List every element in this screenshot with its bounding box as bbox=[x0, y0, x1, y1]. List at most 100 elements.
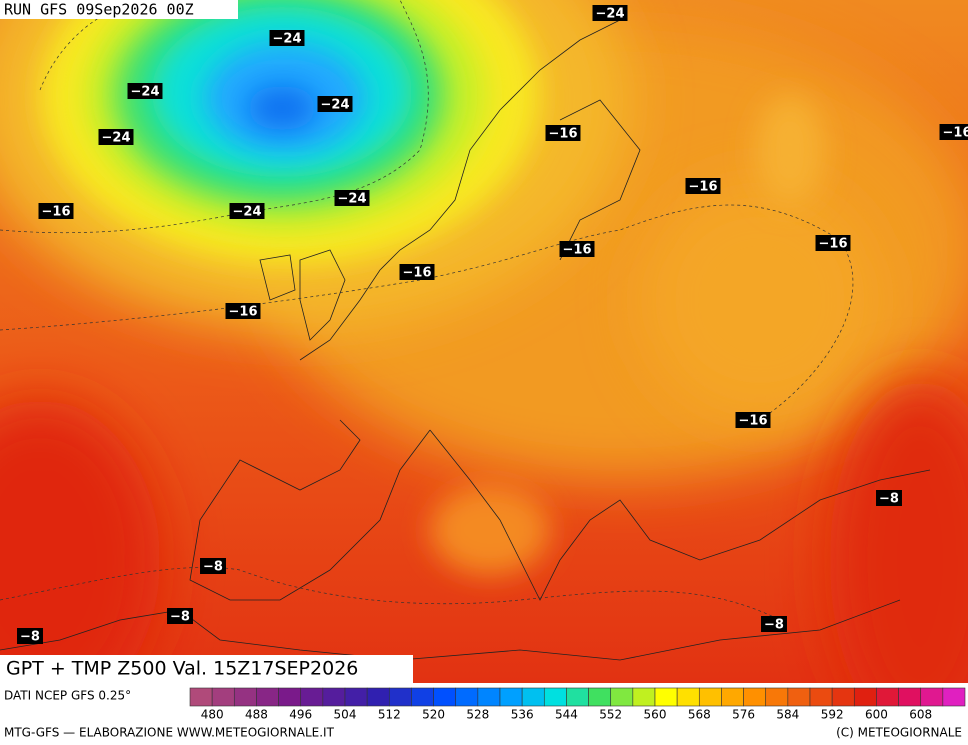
colorbar-cell bbox=[189, 687, 213, 707]
colorbar-cell bbox=[322, 687, 346, 707]
label-text: −24 bbox=[338, 192, 367, 207]
label-box bbox=[229, 203, 265, 219]
label-text: −24 bbox=[131, 85, 160, 100]
colorbar-cell bbox=[809, 687, 833, 707]
colorbar-cell bbox=[721, 687, 744, 707]
colorbar-label: 600 bbox=[865, 708, 888, 722]
label-text: −8 bbox=[170, 610, 190, 625]
label-text: −24 bbox=[233, 205, 262, 220]
colorbar-cell bbox=[588, 687, 612, 707]
run-box bbox=[0, 0, 238, 19]
label-box bbox=[545, 125, 581, 141]
isotherm-label: −8 bbox=[17, 628, 43, 645]
isotherm-label: −16 bbox=[939, 124, 968, 141]
label-box bbox=[939, 124, 968, 140]
colorbar-label: 536 bbox=[511, 708, 534, 722]
colorbar-cell bbox=[521, 687, 545, 707]
label-box bbox=[317, 96, 353, 112]
label-box bbox=[334, 190, 370, 206]
label-text: −8 bbox=[20, 630, 40, 645]
colorbar-cell bbox=[898, 687, 922, 707]
isotherm-label: −24 bbox=[229, 203, 265, 220]
isotherm-label: −8 bbox=[167, 608, 193, 625]
data-source: DATI NCEP GFS 0.25° bbox=[4, 689, 131, 703]
isotherm-label: −24 bbox=[98, 129, 134, 146]
colorbar-cell bbox=[676, 687, 700, 707]
isotherm-label: −8 bbox=[876, 490, 902, 507]
label-text: −24 bbox=[102, 131, 131, 146]
colorbar-cell bbox=[698, 687, 722, 707]
product-title: GPT + TMP Z500 Val. 15Z17SEP2026 bbox=[6, 658, 358, 680]
colorbar-cell bbox=[654, 687, 678, 707]
label-text: −8 bbox=[203, 560, 223, 575]
label-box bbox=[38, 203, 74, 219]
colorbar-cell bbox=[853, 687, 877, 707]
product-box bbox=[0, 655, 413, 683]
colorbar-cell bbox=[499, 687, 523, 707]
colorbar-cell bbox=[411, 687, 434, 707]
colorbar-cell bbox=[344, 687, 368, 707]
colorbar-cell bbox=[942, 687, 966, 707]
colorbar-cell bbox=[433, 687, 457, 707]
colorbar-cell bbox=[366, 687, 390, 707]
colorbar-cell bbox=[543, 687, 567, 707]
isotherm-label: −16 bbox=[559, 241, 595, 258]
label-box bbox=[200, 558, 226, 574]
colorbar-label: 576 bbox=[732, 708, 755, 722]
colorbar-label: 560 bbox=[644, 708, 667, 722]
isotherm-label: −16 bbox=[399, 264, 435, 281]
label-box bbox=[17, 628, 43, 644]
colorbar-label: 512 bbox=[378, 708, 401, 722]
label-text: −16 bbox=[549, 127, 578, 142]
isotherm-label: −8 bbox=[200, 558, 226, 575]
label-box bbox=[127, 83, 163, 99]
label-box bbox=[167, 608, 193, 624]
label-text: −16 bbox=[739, 414, 768, 429]
label-box bbox=[761, 616, 787, 632]
colorbar-cell bbox=[256, 687, 279, 707]
label-text: −16 bbox=[563, 243, 592, 258]
colorbar-cell bbox=[566, 687, 589, 707]
label-box bbox=[269, 30, 305, 46]
colorbar-label: 592 bbox=[821, 708, 844, 722]
colorbar-cell bbox=[743, 687, 767, 707]
colorbar-label: 584 bbox=[776, 708, 799, 722]
isotherm-label: −16 bbox=[735, 412, 771, 429]
colorbar-label: 552 bbox=[599, 708, 622, 722]
colorbar-label: 488 bbox=[245, 708, 268, 722]
isotherm-label: −8 bbox=[761, 616, 787, 633]
isotherm-label: −16 bbox=[815, 235, 851, 252]
isotherm-label: −24 bbox=[127, 83, 163, 100]
label-text: −16 bbox=[689, 180, 718, 195]
colorbar-label: 504 bbox=[334, 708, 357, 722]
label-text: −16 bbox=[229, 305, 258, 320]
colorbar-label: 496 bbox=[289, 708, 312, 722]
label-box bbox=[98, 129, 134, 145]
isotherm-label: −24 bbox=[269, 30, 305, 47]
isotherm-labels: −24 −24 −24 −24 −24 −24 −24 −16 −16 −16 −16 −16 −16 −… bbox=[17, 5, 968, 645]
label-box bbox=[399, 264, 435, 280]
colorbar-cell bbox=[765, 687, 789, 707]
isotherm-label: −16 bbox=[225, 303, 261, 320]
label-box bbox=[559, 241, 595, 257]
colorbar-label: 544 bbox=[555, 708, 578, 722]
isotherms bbox=[0, 0, 854, 621]
isotherm-label: −16 bbox=[545, 125, 581, 142]
label-text: −16 bbox=[403, 266, 432, 281]
colorbar-cell bbox=[388, 687, 412, 707]
footer-left: MTG-GFS — ELABORAZIONE WWW.METEOGIORNALE… bbox=[4, 726, 335, 740]
label-box bbox=[735, 412, 771, 428]
footer-right: (C) METEOGIORNALE bbox=[836, 726, 962, 740]
run-title: RUN GFS 09Sep2026 00Z bbox=[4, 1, 194, 19]
colorbar-cell bbox=[278, 687, 302, 707]
label-text: −16 bbox=[943, 126, 968, 141]
isotherm-label: −24 bbox=[592, 5, 628, 22]
label-text: −24 bbox=[596, 7, 625, 22]
colorbar: 480 488 496 504 512 520 528 536 544 552 560 568 576 5… bbox=[189, 687, 966, 722]
colorbar-label: 528 bbox=[466, 708, 489, 722]
colorbar-cell bbox=[300, 687, 324, 707]
colorbar-cell bbox=[831, 687, 855, 707]
